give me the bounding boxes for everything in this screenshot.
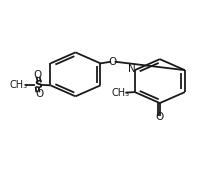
- Text: O: O: [156, 112, 164, 123]
- Text: S: S: [34, 79, 42, 90]
- Text: O: O: [33, 70, 41, 80]
- Text: CH₃: CH₃: [9, 79, 27, 90]
- Text: N: N: [128, 64, 135, 74]
- Text: O: O: [109, 57, 117, 67]
- Text: CH₃: CH₃: [111, 88, 129, 98]
- Text: O: O: [35, 89, 44, 99]
